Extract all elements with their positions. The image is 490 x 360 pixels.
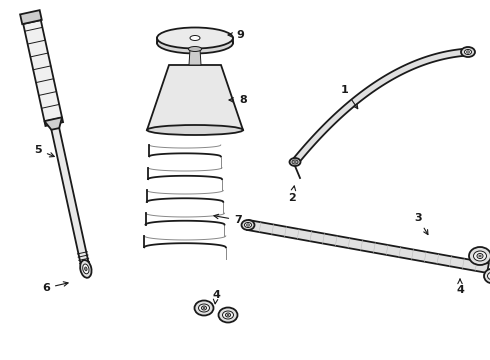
Text: 2: 2 (288, 186, 296, 203)
Ellipse shape (157, 32, 233, 54)
Polygon shape (293, 49, 468, 164)
Ellipse shape (147, 125, 243, 135)
Ellipse shape (461, 47, 475, 57)
Ellipse shape (203, 307, 205, 309)
Ellipse shape (85, 267, 87, 271)
Text: 4: 4 (456, 279, 464, 295)
Text: 8: 8 (229, 95, 247, 105)
Ellipse shape (225, 313, 230, 317)
Ellipse shape (479, 255, 481, 257)
Ellipse shape (190, 36, 200, 41)
Ellipse shape (466, 51, 469, 53)
Text: 7: 7 (214, 214, 242, 225)
Ellipse shape (465, 50, 471, 54)
Ellipse shape (222, 311, 234, 319)
Text: 1: 1 (341, 85, 358, 109)
Ellipse shape (219, 307, 238, 323)
Ellipse shape (294, 161, 296, 163)
Ellipse shape (245, 222, 251, 228)
Polygon shape (247, 220, 489, 273)
Polygon shape (189, 49, 201, 65)
Polygon shape (20, 10, 42, 24)
Polygon shape (50, 123, 89, 266)
Text: 9: 9 (228, 30, 244, 40)
Ellipse shape (484, 269, 490, 284)
Polygon shape (147, 65, 243, 130)
Text: 3: 3 (414, 213, 428, 235)
Ellipse shape (195, 301, 214, 315)
Ellipse shape (290, 158, 300, 166)
Ellipse shape (80, 260, 92, 278)
Ellipse shape (201, 306, 206, 310)
Ellipse shape (83, 264, 89, 274)
Ellipse shape (246, 224, 249, 226)
Text: 6: 6 (42, 282, 68, 293)
Text: 4: 4 (212, 290, 220, 304)
Polygon shape (45, 117, 62, 130)
Ellipse shape (488, 272, 490, 280)
Polygon shape (23, 20, 63, 126)
Ellipse shape (292, 160, 298, 164)
Ellipse shape (188, 46, 201, 51)
Text: 5: 5 (34, 145, 54, 157)
Ellipse shape (198, 304, 210, 312)
Ellipse shape (227, 314, 229, 316)
Ellipse shape (473, 251, 487, 261)
Ellipse shape (477, 253, 483, 258)
Ellipse shape (157, 27, 233, 49)
Ellipse shape (469, 247, 490, 265)
Ellipse shape (242, 220, 254, 230)
